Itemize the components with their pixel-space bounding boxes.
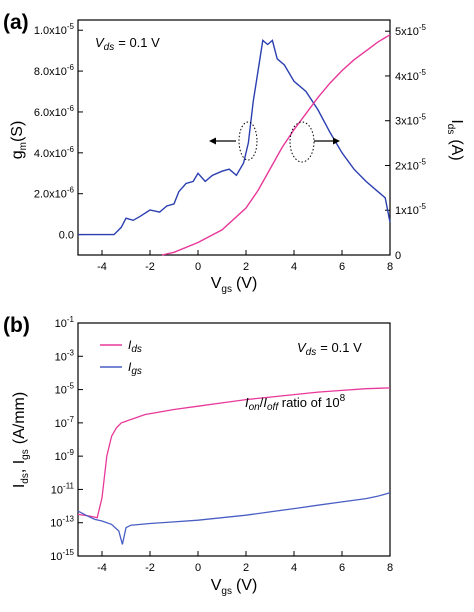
panel-b-frame — [77, 322, 391, 557]
panel-b-y-axis-title: Ids, Igs(A/mm) — [11, 392, 31, 488]
right-axis-arrow — [314, 137, 340, 145]
panel-b-series — [77, 387, 391, 545]
panel-a-x-tick-label: 6 — [339, 261, 345, 273]
panel-a-y-left-tick-label: 1.0x10-5 — [34, 22, 75, 37]
panel-b-x-tick-label: 6 — [339, 562, 345, 574]
panel-a-x-tick-label: 8 — [387, 261, 393, 273]
panel-a-y-right-axis-title: Ids(A) — [445, 119, 465, 160]
panel-a-x-tick-label: -2 — [145, 261, 155, 273]
panel-b-y-tick-label: 10-3 — [55, 348, 75, 363]
panel-b-y-tick-label: 10-7 — [55, 415, 75, 430]
panel-a-y-right-ticks: 0 1x10-5 2x10-5 3x10-5 4x10-5 5x10-5 — [385, 23, 427, 262]
panel-a-y-left-tick-label: 4.0x10-6 — [34, 145, 75, 160]
panel-b-x-axis-title: Vgs (V) — [211, 577, 258, 597]
panel-b-y-tick-label: 10-13 — [50, 515, 74, 530]
panel-b-y-tick-label: 10-11 — [51, 481, 75, 496]
panel-a-vds-note: Vds = 0.1 V — [95, 35, 160, 53]
panel-a-y-left-tick-label: 0.0 — [59, 230, 74, 242]
gm-curve-marker — [238, 121, 258, 161]
panel-b-x-tick-label: -2 — [145, 562, 155, 574]
igs-series-line — [77, 492, 391, 545]
gm-series-line — [78, 39, 391, 236]
panel-b-x-tick-label: 8 — [387, 562, 393, 574]
panel-b-y-tick-label: 10-9 — [55, 448, 75, 463]
panel-b-legend: Ids Igs — [100, 338, 142, 377]
panel-b-y-tick-label: 10-15 — [50, 548, 74, 563]
panel-a-x-tick-label: -4 — [97, 261, 107, 273]
panel-b: (b) -4 -2 0 2 4 6 8 10-1510-1310-1110-910-710-… — [3, 314, 393, 597]
panel-a-y-right-tick-label: 5x10-5 — [395, 23, 427, 38]
panel-b-x-tick-label: 4 — [291, 562, 297, 574]
panel-b-label: (b) — [3, 314, 30, 337]
panel-b-y-tick-label: 10-5 — [55, 382, 75, 397]
panel-a-x-tick-label: 2 — [243, 261, 249, 273]
panel-a-x-axis-title: Vgs (V) — [211, 275, 258, 295]
panel-b-x-ticks: -4 -2 0 2 4 6 8 — [97, 551, 393, 574]
panel-a-y-right-tick-label: 1x10-5 — [395, 202, 427, 217]
panel-a-y-right-tick-label: 4x10-5 — [395, 68, 427, 83]
panel-a-frame — [77, 19, 391, 256]
panel-b-vds-note: Vds = 0.1 V — [297, 340, 362, 358]
ids-series-line — [77, 387, 391, 519]
panel-b-y-tick-label: 10-1 — [55, 315, 75, 330]
panel-a-x-tick-label: 0 — [195, 261, 201, 273]
legend-ids-label: Ids — [128, 338, 142, 355]
legend-igs-label: Igs — [128, 360, 142, 377]
panel-a-label: (a) — [3, 11, 29, 34]
panel-a-y-left-ticks: 0.0 2.0x10-6 4.0x10-6 6.0x10-6 8.0x10-6 1.0x1… — [34, 22, 83, 242]
panel-a-y-left-tick-label: 8.0x10-6 — [34, 63, 75, 78]
panel-a-y-right-tick-label: 0 — [395, 250, 401, 262]
panel-a-y-right-tick-label: 2x10-5 — [395, 157, 427, 172]
ids-curve-marker — [289, 121, 315, 163]
panel-a-x-ticks: -4 -2 0 2 4 6 8 — [97, 250, 393, 273]
panel-a-y-right-tick-label: 3x10-5 — [395, 113, 427, 128]
panel-a-x-tick-label: 4 — [291, 261, 297, 273]
panel-b-x-tick-label: 2 — [243, 562, 249, 574]
panel-a-series — [78, 34, 391, 256]
panel-a-y-left-tick-label: 2.0x10-6 — [34, 186, 75, 201]
left-axis-arrow — [209, 137, 236, 145]
on-off-ratio-note: Ion/Ioff ratio of 108 — [245, 393, 346, 413]
panel-a: (a) -4 -2 0 2 4 6 8 0.0 2.0x10-6 4.0x10-6 6.0x10-… — [3, 11, 465, 295]
ids-series-line — [161, 34, 391, 256]
panel-a-y-left-axis-title: gm(S) — [9, 121, 29, 160]
panel-b-y-ticks: 10-15 10-13 10-11 10-9 10-7 10-5 10-3 10-1 — [50, 315, 83, 563]
panel-b-x-tick-label: -4 — [97, 562, 107, 574]
panel-a-y-left-tick-label: 6.0x10-6 — [34, 104, 75, 119]
panel-b-x-tick-label: 0 — [195, 562, 201, 574]
